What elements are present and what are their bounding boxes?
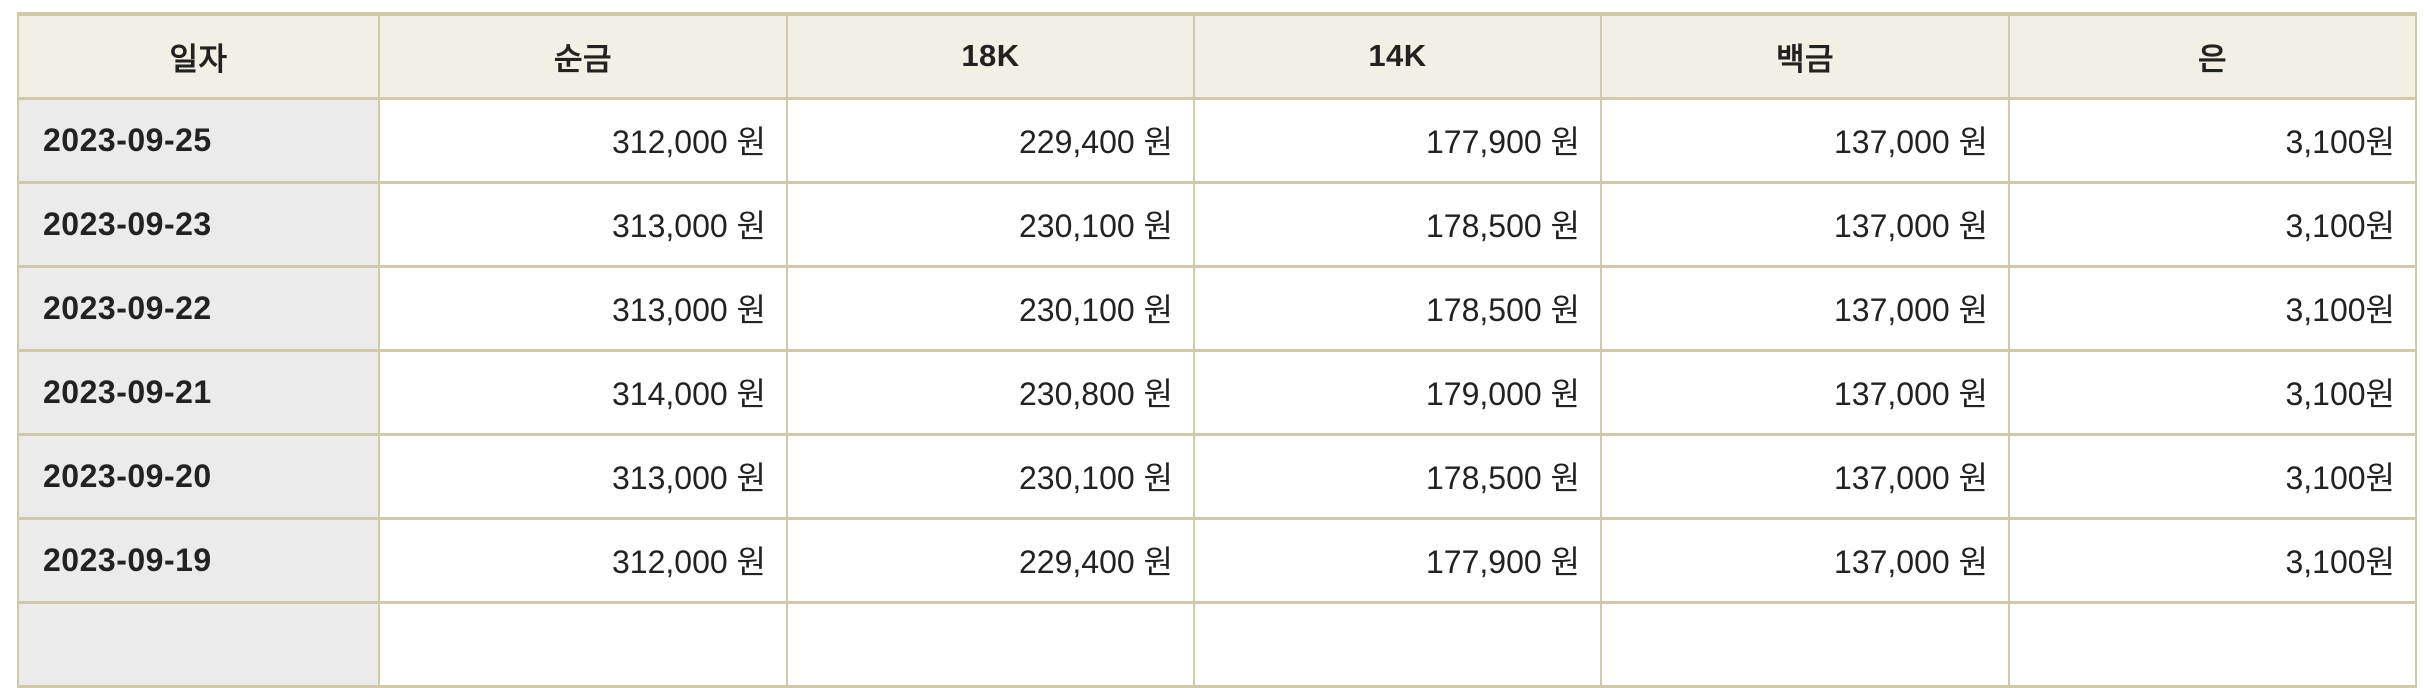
silver-price-cell: 3,100원 xyxy=(2008,517,2417,604)
column-header-gold24: 순금 xyxy=(378,13,788,100)
gold24-price-cell: 313,000 원 xyxy=(378,181,788,268)
gold18-price-cell: 229,400 원 xyxy=(786,517,1195,604)
price-table-container: 일자 순금 18K 14K 백금 은 2023-09-25 312,000 원 … xyxy=(17,12,2417,688)
gold18-price-cell: 229,400 원 xyxy=(786,97,1195,184)
table-row: 2023-09-21 314,000 원 230,800 원 179,000 원… xyxy=(17,349,2417,436)
date-cell xyxy=(17,601,380,688)
gold18-price-cell xyxy=(786,601,1195,688)
date-cell: 2023-09-20 xyxy=(17,433,380,520)
gold24-price-cell: 313,000 원 xyxy=(378,433,788,520)
table-row: 2023-09-20 313,000 원 230,100 원 178,500 원… xyxy=(17,433,2417,520)
table-row: 2023-09-22 313,000 원 230,100 원 178,500 원… xyxy=(17,265,2417,352)
gold14-price-cell: 177,900 원 xyxy=(1193,97,1602,184)
column-header-silver: 은 xyxy=(2008,13,2417,100)
table-row: 2023-09-25 312,000 원 229,400 원 177,900 원… xyxy=(17,97,2417,184)
gold24-price-cell xyxy=(378,601,788,688)
date-cell: 2023-09-23 xyxy=(17,181,380,268)
gold24-price-cell: 312,000 원 xyxy=(378,97,788,184)
silver-price-cell: 3,100원 xyxy=(2008,433,2417,520)
table-row: 2023-09-23 313,000 원 230,100 원 178,500 원… xyxy=(17,181,2417,268)
column-header-platinum: 백금 xyxy=(1600,13,2010,100)
header-row: 일자 순금 18K 14K 백금 은 xyxy=(17,13,2417,100)
gold18-price-cell: 230,800 원 xyxy=(786,349,1195,436)
gold24-price-cell: 314,000 원 xyxy=(378,349,788,436)
date-cell: 2023-09-25 xyxy=(17,97,380,184)
gold24-price-cell: 313,000 원 xyxy=(378,265,788,352)
platinum-price-cell: 137,000 원 xyxy=(1600,433,2010,520)
gold14-price-cell: 178,500 원 xyxy=(1193,181,1602,268)
table-row-partial xyxy=(17,601,2417,688)
platinum-price-cell xyxy=(1600,601,2010,688)
gold18-price-cell: 230,100 원 xyxy=(786,433,1195,520)
gold24-price-cell: 312,000 원 xyxy=(378,517,788,604)
silver-price-cell: 3,100원 xyxy=(2008,349,2417,436)
gold14-price-cell: 177,900 원 xyxy=(1193,517,1602,604)
metal-price-table: 일자 순금 18K 14K 백금 은 2023-09-25 312,000 원 … xyxy=(17,12,2417,688)
silver-price-cell: 3,100원 xyxy=(2008,181,2417,268)
silver-price-cell: 3,100원 xyxy=(2008,97,2417,184)
gold14-price-cell xyxy=(1193,601,1602,688)
gold14-price-cell: 179,000 원 xyxy=(1193,349,1602,436)
platinum-price-cell: 137,000 원 xyxy=(1600,265,2010,352)
gold14-price-cell: 178,500 원 xyxy=(1193,433,1602,520)
platinum-price-cell: 137,000 원 xyxy=(1600,517,2010,604)
column-header-date: 일자 xyxy=(17,13,380,100)
table-row: 2023-09-19 312,000 원 229,400 원 177,900 원… xyxy=(17,517,2417,604)
date-cell: 2023-09-21 xyxy=(17,349,380,436)
silver-price-cell xyxy=(2008,601,2417,688)
date-cell: 2023-09-22 xyxy=(17,265,380,352)
date-cell: 2023-09-19 xyxy=(17,517,380,604)
platinum-price-cell: 137,000 원 xyxy=(1600,97,2010,184)
column-header-gold18: 18K xyxy=(786,13,1195,100)
platinum-price-cell: 137,000 원 xyxy=(1600,181,2010,268)
silver-price-cell: 3,100원 xyxy=(2008,265,2417,352)
gold18-price-cell: 230,100 원 xyxy=(786,265,1195,352)
column-header-gold14: 14K xyxy=(1193,13,1602,100)
platinum-price-cell: 137,000 원 xyxy=(1600,349,2010,436)
gold18-price-cell: 230,100 원 xyxy=(786,181,1195,268)
gold14-price-cell: 178,500 원 xyxy=(1193,265,1602,352)
